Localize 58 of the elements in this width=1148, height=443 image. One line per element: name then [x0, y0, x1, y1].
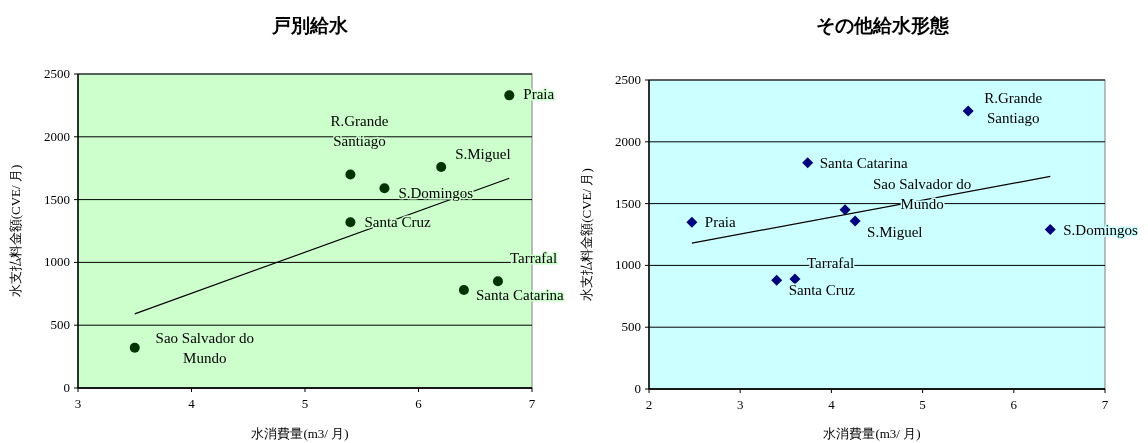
x-tick-label: 5	[301, 396, 309, 411]
x-tick-label: 7	[1101, 397, 1109, 412]
x-axis-title: 水消費量(m3/ 月)	[823, 426, 921, 441]
point	[839, 204, 851, 216]
annotation: Santa Catarina	[475, 287, 565, 304]
y-tick-label: 1500	[615, 195, 641, 211]
point	[504, 90, 515, 101]
point	[345, 217, 356, 228]
point	[492, 276, 503, 287]
x-tick-label: 6	[415, 396, 423, 411]
annotation: S.Miguel	[455, 145, 511, 162]
point	[686, 216, 698, 228]
x-tick-label: 2	[645, 397, 653, 412]
point	[849, 215, 861, 227]
x-tick-label: 3	[736, 397, 744, 412]
x-axis-title: 水消費量(m3/ 月)	[251, 426, 349, 441]
annotation: S.Domingos	[398, 185, 474, 202]
annotation: Praia	[523, 86, 555, 103]
annotation: R.Grande Santiago	[984, 89, 1043, 126]
y-axis-title: 水支払料金額(CVE/ 月)	[579, 168, 594, 301]
point	[345, 169, 356, 180]
point	[458, 285, 469, 296]
point	[379, 183, 390, 194]
annotation: R.Grande Santiago	[330, 113, 389, 150]
chart-title: 戸別給水	[271, 15, 349, 36]
chart-title: その他給水形態	[815, 15, 950, 36]
y-tick-label: 0	[634, 381, 641, 396]
annotation: Tarrafal	[509, 250, 558, 267]
annotation: Santa Cruz	[788, 282, 856, 299]
x-tick-label: 5	[919, 397, 926, 412]
point	[962, 105, 974, 117]
y-tick-label: 2000	[615, 133, 641, 149]
point	[789, 273, 801, 285]
y-tick-label: 2500	[615, 72, 641, 87]
y-tick-label: 2000	[44, 128, 70, 144]
x-tick-label: 3	[74, 396, 82, 411]
y-tick-label: 2500	[44, 66, 70, 81]
annotation: S.Miguel	[867, 223, 923, 240]
y-axis-title: 水支払料金額(CVE/ 月)	[8, 164, 23, 298]
point	[436, 161, 447, 172]
y-tick-label: 1000	[615, 257, 641, 273]
annotation: Praia	[704, 214, 737, 231]
point	[129, 342, 140, 353]
x-tick-label: 6	[1010, 397, 1018, 412]
y-tick-label: 1000	[44, 254, 70, 270]
y-tick-label: 1500	[44, 191, 70, 207]
x-tick-label: 4	[188, 396, 196, 411]
annotation: Sao Salvador do Mundo	[155, 329, 254, 366]
x-tick-label: 7	[528, 396, 536, 411]
point	[802, 157, 814, 169]
y-tick-label: 500	[621, 319, 641, 335]
annotation: Santa Catarina	[819, 154, 908, 171]
point	[1044, 224, 1056, 236]
annotation: S.Domingos	[1063, 221, 1139, 238]
x-tick-label: 4	[828, 397, 836, 412]
y-tick-label: 0	[63, 380, 70, 395]
y-tick-label: 500	[50, 317, 70, 333]
point	[771, 274, 783, 286]
